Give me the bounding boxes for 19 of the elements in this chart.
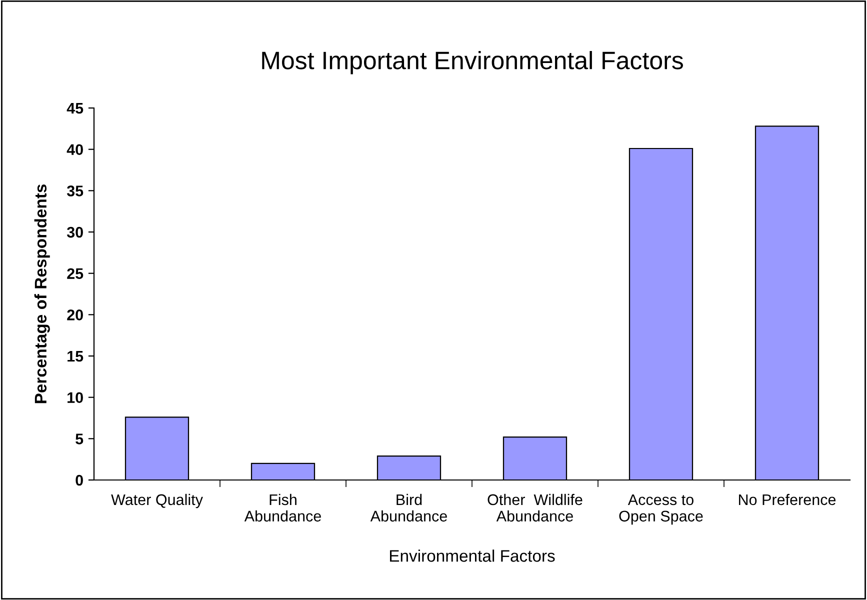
x-tick-label: Fish Abundance [244, 494, 321, 522]
x-tick-label: No Preference [739, 494, 836, 506]
x-tick-label: Access to Open Space [619, 494, 703, 525]
x-tick-label: Bird Abundance [370, 494, 447, 522]
x-axis-title: Environmental Factors [390, 550, 555, 562]
y-axis-title: Percentage of Respondents [34, 184, 50, 404]
y-tick-label: 25 [67, 268, 84, 280]
y-tick-label: 40 [66, 144, 83, 156]
y-tick-label: 10 [68, 392, 83, 404]
y-tick-label: 5 [76, 434, 84, 444]
x-tick-label: Other Wildlife Abundance [488, 494, 582, 522]
x-tick-label: Water Quality [111, 494, 203, 508]
y-tick-label: 20 [67, 310, 83, 320]
y-tick-label: 0 [76, 474, 83, 486]
y-tick-label: 45 [66, 103, 84, 114]
y-tick-label: 15 [68, 351, 84, 362]
y-tick-label: 35 [66, 186, 84, 196]
chart-title: Most Important Environmental Factors [262, 50, 683, 74]
y-tick-label: 30 [66, 226, 83, 238]
